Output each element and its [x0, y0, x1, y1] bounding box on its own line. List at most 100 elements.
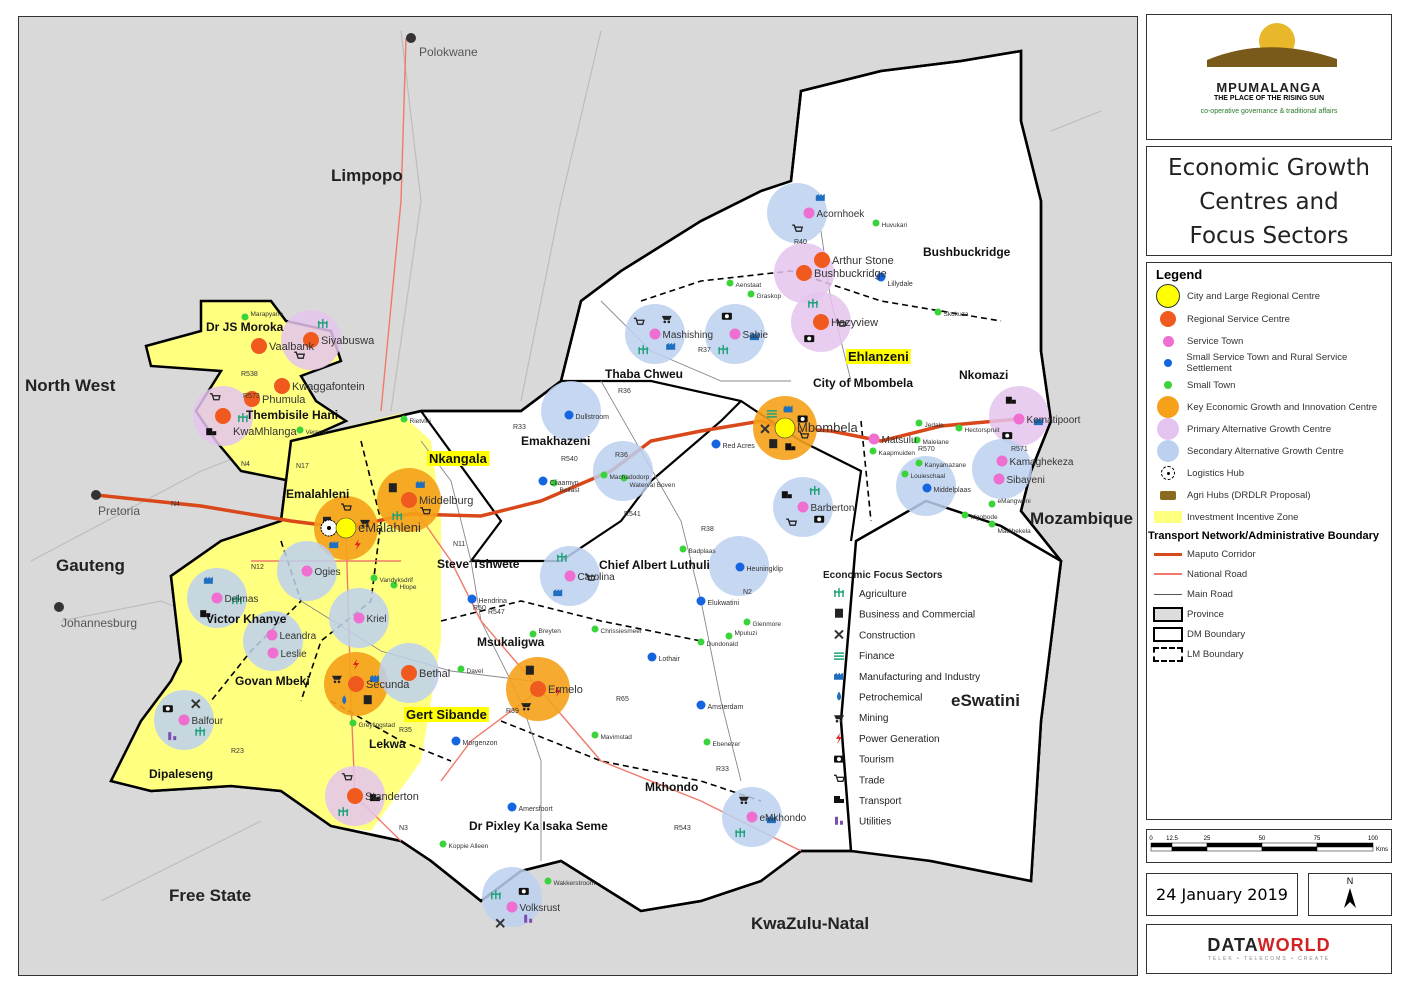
- sector-label: Manufacturing and Industry: [859, 672, 980, 683]
- place-label: Red Acres: [723, 443, 756, 450]
- logo-panel: MPUMALANGA THE PLACE OF THE RISING SUN c…: [1146, 14, 1392, 140]
- wheel: [526, 707, 530, 711]
- dataworld-logo: DATAWORLD TELEK • TELECOMS • CREATE: [1146, 924, 1392, 974]
- region-label: Free State: [169, 886, 251, 905]
- agriculture-icon: [638, 345, 649, 355]
- scale-tick: 0: [1149, 836, 1153, 842]
- municipality-label: Dr JS Moroka: [206, 320, 284, 334]
- agriculture-icon: [237, 413, 248, 423]
- road-label: R538: [241, 371, 258, 378]
- legend-item: Service Town: [1147, 330, 1391, 352]
- place-marker-small: [913, 436, 921, 444]
- neighbour-road: [520, 30, 602, 402]
- north-arrow-icon: [1344, 888, 1356, 908]
- place-label: Secunda: [366, 679, 410, 691]
- sector-label: Tourism: [859, 755, 894, 766]
- place-marker-service: [266, 629, 278, 641]
- mpumalanga-sun-logo: [1207, 23, 1337, 67]
- truck-cab: [791, 446, 796, 451]
- place-label: Mpuluzi: [735, 630, 757, 637]
- factory-icon: [370, 674, 380, 682]
- place-label: Dullstroom: [576, 414, 610, 421]
- municipality-label: Govan Mbeki: [235, 674, 310, 688]
- place-marker-regional: [401, 492, 417, 508]
- place-label: Kriel: [367, 614, 387, 625]
- construction-icon: [760, 424, 770, 434]
- road-label: R571: [1011, 446, 1028, 453]
- place-label: Ebenezer: [713, 741, 742, 748]
- agriculture-shape: [809, 485, 820, 495]
- cart-icon: [798, 431, 810, 439]
- place-marker-small: [901, 470, 909, 478]
- place-label: Jedala: [925, 422, 945, 429]
- tools-shape: [495, 918, 505, 928]
- agriculture-icon: [490, 890, 501, 900]
- factory-icon: [783, 405, 793, 413]
- place-label: Morgenzon: [463, 740, 498, 747]
- agriculture-icon: [338, 807, 349, 817]
- place-label: Hendrina: [479, 598, 508, 605]
- trolley-shape: [420, 507, 432, 515]
- credit-part1: DATA: [1207, 935, 1258, 955]
- trolley-shape: [584, 573, 596, 581]
- place-label: Huvukari: [882, 222, 908, 229]
- trolley-shape: [834, 774, 845, 782]
- cart-icon: [420, 507, 432, 515]
- scale-bar: 0 12.5 25 50 75 100 Kms: [1146, 829, 1392, 863]
- legend-line-symbol: [1153, 626, 1183, 642]
- bolt-shape: [354, 539, 361, 551]
- truck-body: [200, 610, 207, 618]
- map-date: 24 January 2019: [1146, 873, 1298, 916]
- sectors-heading: Economic Focus Sectors: [823, 570, 943, 581]
- place-marker-small: [955, 424, 963, 432]
- legend-label: Logistics Hub: [1187, 467, 1245, 479]
- mining-cart-icon: [834, 715, 844, 723]
- agriculture-shape: [231, 595, 242, 605]
- legend-line-label: LM Boundary: [1187, 648, 1244, 660]
- road-label: R541: [624, 511, 641, 518]
- building-shape: [769, 439, 778, 449]
- legend-line-symbol: [1153, 573, 1183, 575]
- legend-item: City and Large Regional Centre: [1147, 284, 1391, 308]
- agriculture-shape: [338, 807, 349, 817]
- place-marker-service: [353, 612, 365, 624]
- wheel: [740, 801, 744, 805]
- place-marker-service: [267, 647, 279, 659]
- road-label: R40: [794, 239, 807, 246]
- building-shape: [835, 608, 843, 618]
- trolley-shape: [341, 773, 353, 781]
- place-marker-small: [241, 313, 249, 321]
- place-label: Madibekela: [998, 528, 1032, 535]
- place-label: Bushbuckridge: [814, 268, 887, 280]
- agriculture-icon: [556, 552, 567, 562]
- bolt-shape: [836, 732, 842, 744]
- place-marker-rural: [735, 562, 745, 572]
- scale-tick: 12.5: [1166, 836, 1178, 842]
- truck-cab: [375, 797, 380, 802]
- map-canvas[interactable]: Economic Focus Sectors Agriculture Busines…: [19, 17, 1137, 975]
- municipality-label: Thaba Chweu: [605, 367, 683, 381]
- place-marker-service: [211, 592, 223, 604]
- map-frame[interactable]: Economic Focus Sectors Agriculture Busines…: [18, 16, 1138, 976]
- lm-boundary: [500, 720, 762, 802]
- legend-label: Key Economic Growth and Innovation Centr…: [1187, 401, 1378, 413]
- truck-icon: [1005, 396, 1016, 404]
- place-marker-small: [747, 290, 755, 298]
- place-label: Leandra: [280, 631, 317, 642]
- agriculture-icon: [317, 318, 328, 328]
- legend-symbol: [1153, 511, 1183, 523]
- drop-icon: [837, 691, 841, 701]
- legend-label: City and Large Regional Centre: [1187, 290, 1321, 302]
- place-marker-regional: [813, 314, 829, 330]
- place-marker-small: [390, 581, 398, 589]
- sec-growth-centre: [593, 441, 653, 501]
- municipality-label: Victor Khanye: [206, 612, 287, 626]
- municipality-label: Dipaleseng: [149, 767, 213, 781]
- legend-symbol: [1153, 440, 1183, 462]
- legend-line-symbol: [1153, 646, 1183, 662]
- credit-tagline: TELEK • TELECOMS • CREATE: [1207, 956, 1331, 962]
- place-label: Carolina: [578, 572, 616, 583]
- road-label: N17: [296, 463, 309, 470]
- place-marker-rural: [696, 596, 706, 606]
- road-label: R547: [488, 609, 505, 616]
